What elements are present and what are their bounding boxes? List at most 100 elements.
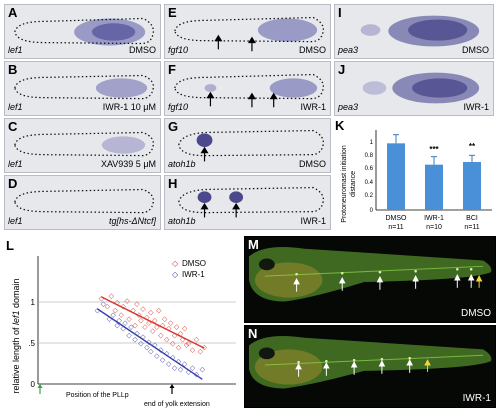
bar-dmso [387,143,405,210]
data-point-iwr-1: ◇ [164,350,170,357]
data-point-dmso: ◇ [184,342,190,349]
data-point-dmso: ◇ [105,304,111,311]
y-axis-label-line2: distance [350,171,357,197]
y-tick-label: .5 [28,339,35,348]
panel-label: A [8,5,18,20]
data-point-dmso: ◇ [164,336,170,343]
data-point-iwr-1: ◇ [146,339,152,346]
bar-iwr-1 [425,164,443,210]
data-point-dmso: ◇ [180,336,186,343]
y-axis-label: relative length of lef1 domain [11,278,21,393]
y-axis-label-pre: relative length of [11,325,21,394]
data-point-dmso: ◇ [144,314,150,321]
data-point-dmso: ◇ [162,316,168,323]
data-point-dmso: ◇ [156,308,162,315]
bar-chart: K Protoneuromast initiation distance 1 0… [335,118,492,231]
data-point-iwr-1: ◇ [132,336,138,343]
data-point-iwr-1: ◇ [95,308,101,315]
data-point-iwr-1: ◇ [158,347,164,354]
treatment-label: DMSO [462,45,489,55]
gene-label: lef1 [8,159,23,169]
data-point-dmso: ◇ [166,326,172,333]
y-tick-label: 0.8 [365,153,374,159]
data-point-iwr-1: ◇ [154,353,160,360]
data-point-dmso: ◇ [190,347,196,354]
panel-a: A lef1 DMSO [4,4,161,59]
data-point-dmso: ◇ [138,318,144,325]
data-point-dmso: ◇ [120,304,126,311]
panel-h: H atoh1b IWR-1 [164,175,331,230]
panel-label: N [248,326,258,341]
treatment-label: DMSO [299,159,326,169]
pllp-arrow-icon [37,384,43,394]
data-point-dmso: ◇ [132,322,138,329]
data-point-dmso: ◇ [170,341,176,348]
significance-label: ** [469,142,476,151]
treatment-label: IWR-1 [463,102,490,112]
data-point-dmso: ◇ [198,349,204,356]
panel-i: I pea3 DMSO [334,4,494,59]
data-point-iwr-1: ◇ [178,367,184,374]
panel-label: C [8,119,18,134]
treatment-label: IWR-1 [300,216,327,226]
data-point-iwr-1: ◇ [172,365,178,372]
data-point-iwr-1: ◇ [186,369,192,376]
data-point-iwr-1: ◇ [101,301,107,308]
trend-line-dmso [101,296,205,349]
data-point-dmso: ◇ [202,345,208,352]
y-tick-label: 0 [31,380,36,389]
gene-label: lef1 [8,45,23,55]
y-axis-label-line1: Protoneuromast initiation [341,145,348,223]
panel-c: C lef1 XAV939 5 μM [4,118,161,173]
x-axis-label: Position of the PLLp [66,392,129,399]
bar-bci [463,162,481,210]
data-point-dmso: ◇ [168,320,174,327]
data-point-dmso: ◇ [124,298,130,305]
y-tick-label: 0.6 [365,166,374,172]
data-point-dmso: ◇ [113,308,119,315]
category-label: BCI [466,215,478,222]
data-point-iwr-1: ◇ [166,361,172,368]
data-point-dmso: ◇ [99,295,105,302]
data-point-dmso: ◇ [194,336,200,343]
significance-label: *** [429,145,439,154]
gene-label: atoh1b [168,159,196,169]
data-point-dmso: ◇ [182,326,188,333]
data-point-dmso: ◇ [126,316,132,323]
data-point-iwr-1: ◇ [200,367,206,374]
panel-label: G [168,119,179,134]
data-point-dmso: ◇ [158,332,164,339]
panel-label: F [168,62,176,77]
n-label: n=11 [388,224,403,231]
category-label: DMSO [386,215,408,222]
data-point-iwr-1: ◇ [170,354,176,361]
data-point-iwr-1: ◇ [140,334,146,341]
data-point-dmso: ◇ [115,300,121,307]
data-point-dmso: ◇ [150,328,156,335]
treatment-label: IWR-1 [300,102,327,112]
panel-label: L [6,238,14,253]
gene-label: atoh1b [168,216,196,226]
data-point-dmso: ◇ [174,324,180,331]
panel-f: F fgf10 IWR-1 [164,61,331,116]
trend-line-iwr-1 [97,308,203,380]
gene-label: lef1 [8,216,23,226]
panel-label: D [8,176,18,191]
data-point-dmso: ◇ [154,324,160,331]
panel-l-chart: L relative length of lef1 domain 1 .5 0 … [4,236,240,409]
data-point-iwr-1: ◇ [107,316,113,323]
legend-marker-dmso: ◇ [172,259,179,268]
y-tick-label: 0.2 [365,193,374,199]
data-point-iwr-1: ◇ [111,312,117,319]
data-point-dmso: ◇ [118,312,124,319]
gene-label: fgf10 [168,102,189,112]
gene-label: pea3 [338,102,359,112]
yolk-arrow-icon [169,384,175,394]
y-tick-label: 1 [370,140,374,146]
panel-d: D lef1 tg[hs-ΔNtcf] [4,175,161,230]
scatter-plot: L relative length of lef1 domain 1 .5 0 … [6,238,236,408]
data-point-iwr-1: ◇ [190,365,196,372]
x-annotation-yolk: end of yolk extension [144,401,210,408]
data-point-iwr-1: ◇ [144,345,150,352]
data-point-iwr-1: ◇ [176,359,182,366]
